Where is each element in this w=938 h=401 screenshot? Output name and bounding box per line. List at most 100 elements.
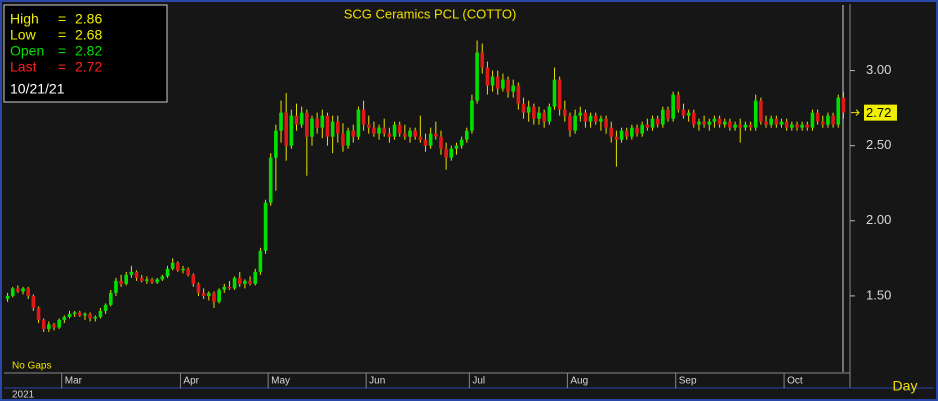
candle-body — [759, 100, 763, 122]
candle-body — [691, 112, 696, 125]
candle-body — [320, 115, 325, 128]
info-label: Open — [10, 43, 44, 59]
candle-body — [661, 109, 665, 125]
candle-body — [599, 118, 603, 122]
candle-body — [361, 109, 366, 125]
candle-body — [753, 100, 758, 128]
candle-body — [733, 124, 737, 128]
candle-body — [738, 124, 743, 128]
candle-body — [181, 268, 185, 271]
candle-body — [748, 124, 753, 128]
candle-body — [557, 79, 562, 110]
candle-body — [114, 280, 118, 293]
candle-body — [563, 109, 567, 116]
candle-body — [676, 94, 681, 110]
candle-body — [78, 312, 82, 316]
candle-body — [299, 112, 304, 125]
candle-body — [717, 118, 722, 125]
candle-body — [119, 280, 123, 284]
candle-body — [532, 106, 536, 119]
year-label: 2021 — [12, 390, 35, 401]
candle-body — [769, 118, 773, 125]
candle-body — [382, 127, 387, 134]
candle-body — [454, 145, 459, 149]
candle-body — [583, 112, 588, 122]
info-equals: = — [58, 43, 66, 59]
candle-body — [609, 127, 614, 137]
candle-body — [439, 136, 443, 149]
candle-body — [346, 130, 350, 146]
candle-body — [635, 127, 639, 134]
candle-body — [645, 124, 650, 128]
candle-body — [145, 279, 149, 281]
info-value: 2.86 — [75, 11, 102, 27]
x-tick-label: Apr — [183, 376, 199, 387]
candle-body — [170, 262, 175, 269]
candle-body — [784, 121, 789, 128]
candle-body — [67, 313, 72, 317]
candle-body — [10, 288, 15, 296]
candle-body — [650, 118, 655, 128]
candle-body — [212, 292, 216, 302]
x-tick-label: Oct — [787, 376, 803, 387]
candle-body — [434, 133, 438, 137]
candle-body — [640, 124, 645, 134]
candle-body — [88, 313, 92, 319]
candle-body — [387, 133, 392, 137]
info-equals: = — [58, 59, 66, 75]
candle-body — [196, 283, 201, 293]
candle-body — [666, 109, 670, 119]
candle-body — [351, 130, 356, 137]
candle-body — [547, 106, 552, 122]
candle-body — [243, 280, 247, 284]
candle-body — [423, 139, 428, 146]
candle-body — [52, 324, 56, 328]
candle-body — [418, 136, 423, 140]
candle-body — [268, 157, 273, 203]
info-label: High — [10, 11, 39, 27]
candle-body — [490, 76, 495, 86]
last-price-arrow — [851, 109, 860, 116]
candle-body — [526, 106, 531, 113]
candle-body — [315, 118, 319, 128]
candle-body — [408, 130, 412, 137]
candle-body — [624, 130, 629, 137]
candle-body — [41, 319, 46, 329]
candle-body — [217, 289, 221, 302]
candle-body — [62, 316, 67, 320]
candle-body — [511, 85, 516, 92]
candle-body — [335, 121, 340, 134]
candle-body — [124, 274, 129, 284]
candle-body — [294, 115, 299, 125]
candle-body — [702, 121, 706, 125]
candle-body — [341, 133, 345, 146]
candle-body — [310, 118, 314, 137]
candle-body — [697, 121, 701, 125]
x-tick-label: Sep — [679, 376, 697, 387]
candle-body — [5, 295, 10, 299]
candle-body — [722, 121, 727, 125]
candle-body — [790, 124, 794, 128]
candle-body — [805, 124, 810, 128]
candle-body — [475, 52, 479, 101]
candle-body — [578, 112, 583, 116]
candle-body — [480, 52, 485, 68]
y-tick-label: 3.00 — [866, 62, 891, 77]
candle-body — [588, 115, 593, 122]
candle-body — [57, 319, 61, 328]
candle-body — [826, 115, 830, 125]
info-value: 2.82 — [75, 43, 102, 59]
chart-title: SCG Ceramics PCL (COTTO) — [344, 6, 517, 21]
candle-body — [836, 97, 841, 125]
candle-body — [495, 76, 500, 89]
candle-body — [356, 109, 361, 137]
candle-body — [232, 277, 237, 289]
x-tick-label: Jun — [369, 376, 385, 387]
y-tick-label: 1.50 — [866, 287, 891, 302]
candle-body — [186, 268, 190, 275]
candle-body — [681, 109, 686, 116]
candle-body — [459, 139, 464, 146]
info-equals: = — [58, 11, 66, 27]
